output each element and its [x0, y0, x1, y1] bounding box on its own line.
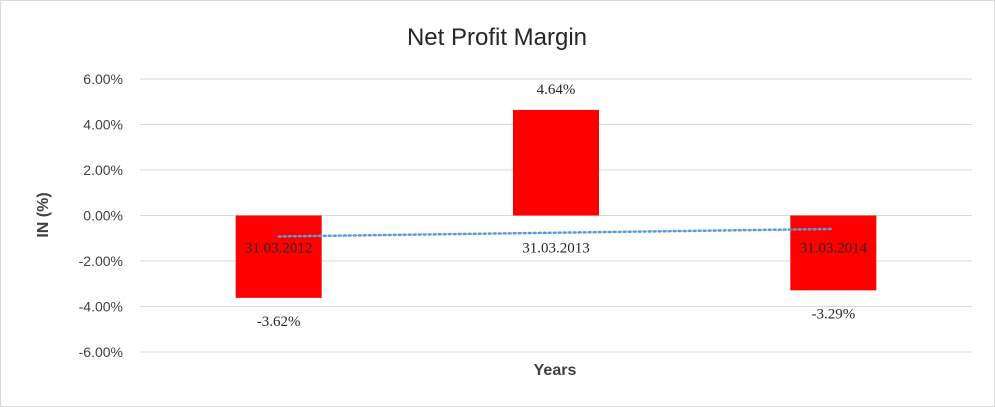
- y-tick-label: 0.00%: [83, 208, 123, 224]
- y-tick-label: 4.00%: [83, 117, 123, 133]
- y-axis-label: IN (%): [35, 192, 52, 237]
- bar: [235, 215, 322, 298]
- data-labels: -3.62% 4.64% -3.29%: [257, 82, 855, 330]
- data-label: -3.29%: [811, 306, 855, 322]
- x-axis-label: Years: [534, 362, 577, 379]
- trendline: [277, 227, 835, 238]
- category-label: 31.03.2014: [800, 241, 868, 257]
- category-label: 31.03.2012: [245, 241, 313, 257]
- y-tick-label: -2.00%: [79, 253, 123, 269]
- y-tick-label: -4.00%: [79, 299, 123, 315]
- y-tick-label: -6.00%: [79, 344, 123, 360]
- bar: [513, 109, 599, 216]
- data-label: -3.62%: [257, 314, 301, 330]
- y-tick-labels: 6.00% 4.00% 2.00% 0.00% -2.00% -4.00% -6.00%: [79, 71, 123, 360]
- category-label: 31.03.2013: [522, 241, 590, 257]
- data-label: 4.64%: [537, 82, 576, 98]
- y-tick-label: 6.00%: [83, 71, 123, 87]
- y-tick-label: 2.00%: [83, 162, 123, 178]
- trendline-line: [277, 227, 835, 238]
- bar: [790, 215, 877, 291]
- chart-title: Net Profit Margin: [407, 24, 587, 51]
- category-labels: 31.03.2012 31.03.2013 31.03.2014: [245, 241, 868, 257]
- bars: [235, 109, 877, 298]
